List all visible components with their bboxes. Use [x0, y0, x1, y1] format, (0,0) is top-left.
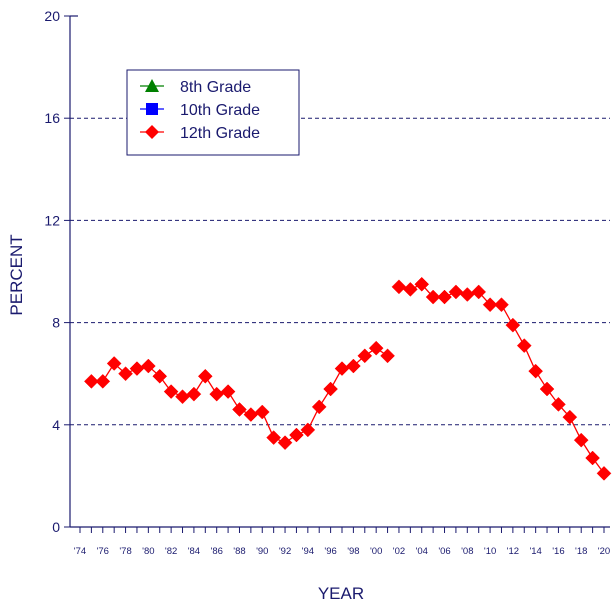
- data-point: [255, 405, 269, 419]
- data-point: [597, 466, 611, 480]
- data-point: [586, 451, 600, 465]
- x-tick-label: '84: [188, 546, 200, 557]
- x-tick-label: '18: [575, 546, 587, 557]
- data-point: [517, 339, 531, 353]
- x-tick-label: '20: [598, 546, 610, 557]
- x-tick-label: '94: [302, 546, 314, 557]
- legend-marker-square: [146, 103, 158, 115]
- x-tick-label: '92: [279, 546, 291, 557]
- x-tick-label: '80: [142, 546, 154, 557]
- x-tick-label: '96: [324, 546, 336, 557]
- y-tick-label: 4: [52, 417, 60, 433]
- y-tick-label: 16: [44, 110, 60, 126]
- data-point: [529, 364, 543, 378]
- data-point: [324, 382, 338, 396]
- data-point: [210, 387, 224, 401]
- x-tick-label: '78: [119, 546, 131, 557]
- y-tick-label: 12: [44, 212, 60, 228]
- x-tick-label: '00: [370, 546, 382, 557]
- x-tick-label: '86: [211, 546, 223, 557]
- x-tick-label: '82: [165, 546, 177, 557]
- x-tick-label: '90: [256, 546, 268, 557]
- x-tick-label: '98: [347, 546, 359, 557]
- data-point: [460, 287, 474, 301]
- series-line: [399, 284, 604, 473]
- y-axis-title: PERCENT: [7, 234, 26, 315]
- x-tick-label: '74: [74, 546, 86, 557]
- x-tick-label: '12: [507, 546, 519, 557]
- x-tick-label: '10: [484, 546, 496, 557]
- data-point: [335, 362, 349, 376]
- y-axis-ticks: 0 4 8 12 16 20: [44, 8, 70, 535]
- y-tick-label: 8: [52, 315, 60, 331]
- data-point: [369, 341, 383, 355]
- data-point: [540, 382, 554, 396]
- data-point: [198, 369, 212, 383]
- y-tick-label: 0: [52, 519, 60, 535]
- x-tick-label: '76: [97, 546, 109, 557]
- x-tick-label: '16: [552, 546, 564, 557]
- data-point: [221, 385, 235, 399]
- data-point: [96, 374, 110, 388]
- x-tick-label: '08: [461, 546, 473, 557]
- x-tick-label: '04: [416, 546, 428, 557]
- data-point: [312, 400, 326, 414]
- x-axis-ticks: '74 '76 '78 '80 '82 '84 '86 '88 '90 '92 '94 '96 '98 '…: [74, 527, 610, 557]
- legend-label: 12th Grade: [180, 125, 260, 142]
- x-tick-label: '02: [393, 546, 405, 557]
- data-point: [574, 433, 588, 447]
- data-point: [187, 387, 201, 401]
- data-point: [494, 298, 508, 312]
- x-tick-label: '14: [529, 546, 541, 557]
- series-line: [91, 348, 387, 443]
- data-point: [392, 280, 406, 294]
- y-tick-label: 20: [44, 8, 60, 24]
- plot-area: [84, 277, 611, 480]
- x-axis-title: YEAR: [318, 584, 364, 603]
- x-tick-label: '06: [438, 546, 450, 557]
- data-point: [506, 318, 520, 332]
- x-tick-label: '88: [233, 546, 245, 557]
- legend-label: 8th Grade: [180, 79, 251, 96]
- legend: 8th Grade 10th Grade 12th Grade: [127, 70, 299, 155]
- grid-lines: [70, 118, 610, 425]
- legend-label: 10th Grade: [180, 102, 260, 119]
- data-point: [381, 349, 395, 363]
